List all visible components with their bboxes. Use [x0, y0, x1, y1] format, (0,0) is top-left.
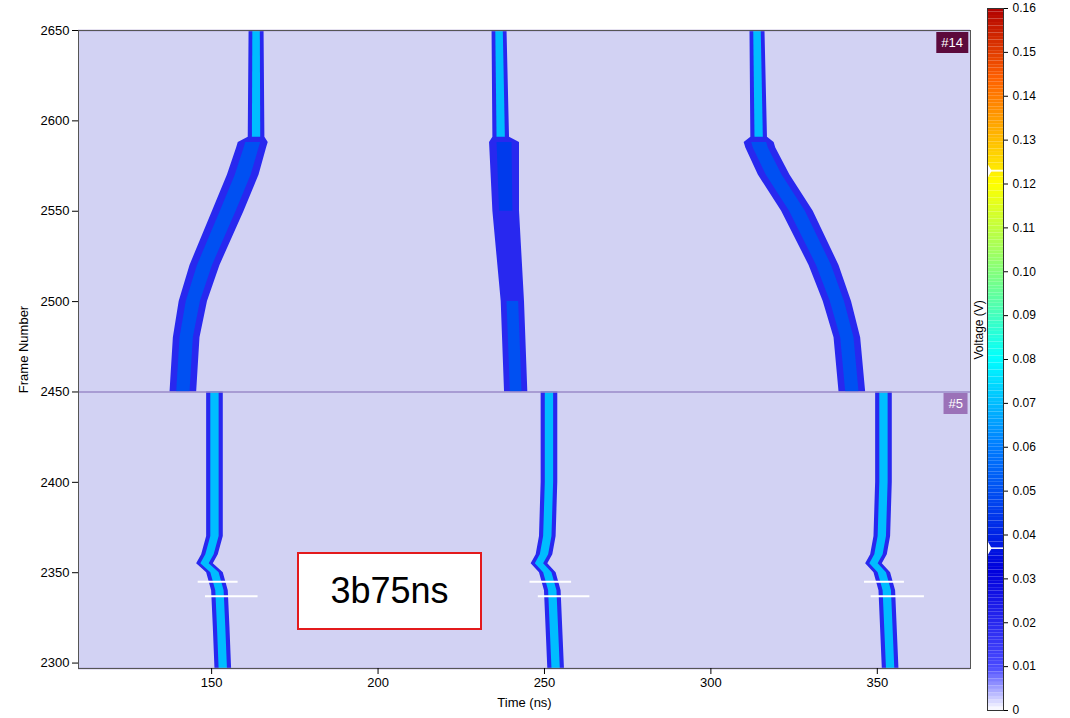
svg-text:0.16: 0.16 [1013, 1, 1037, 15]
svg-text:0.07: 0.07 [1013, 396, 1037, 410]
svg-text:250: 250 [534, 675, 556, 690]
svg-text:350: 350 [866, 675, 888, 690]
svg-text:0.02: 0.02 [1013, 616, 1037, 630]
html-text:3b75ns: 3b75ns [330, 570, 449, 611]
svg-text:0.15: 0.15 [1013, 45, 1037, 59]
svg-text:2550: 2550 [41, 203, 70, 218]
svg-text:0.04: 0.04 [1013, 528, 1037, 542]
svg-text:0.14: 0.14 [1013, 89, 1037, 103]
svg-text:150: 150 [201, 675, 223, 690]
svg-text:300: 300 [700, 675, 722, 690]
svg-text:2500: 2500 [41, 294, 70, 309]
svg-text:0.05: 0.05 [1013, 484, 1037, 498]
svg-text:0.12: 0.12 [1013, 177, 1037, 191]
svg-text:2300: 2300 [41, 655, 70, 670]
svg-text:0.09: 0.09 [1013, 308, 1037, 322]
svg-text:0.01: 0.01 [1013, 659, 1037, 673]
svg-text:0.11: 0.11 [1013, 221, 1036, 235]
svg-text:0.13: 0.13 [1013, 133, 1037, 147]
svg-text:Voltage (V): Voltage (V) [972, 300, 986, 359]
svg-text:0.03: 0.03 [1013, 572, 1037, 586]
svg-text:Frame Number: Frame Number [16, 305, 31, 393]
html-text:#14: #14 [941, 35, 963, 50]
svg-text:2350: 2350 [41, 565, 70, 580]
svg-text:2400: 2400 [41, 475, 70, 490]
svg-text:0: 0 [1013, 703, 1020, 717]
svg-text:2650: 2650 [41, 23, 70, 38]
svg-text:0.10: 0.10 [1013, 265, 1037, 279]
svg-text:0.06: 0.06 [1013, 440, 1037, 454]
svg-text:Time (ns): Time (ns) [497, 695, 551, 710]
html-text:#5: #5 [948, 396, 963, 412]
svg-text:2600: 2600 [41, 113, 70, 128]
svg-text:2450: 2450 [41, 384, 70, 399]
svg-text:200: 200 [367, 675, 389, 690]
svg-text:0.08: 0.08 [1013, 352, 1037, 366]
